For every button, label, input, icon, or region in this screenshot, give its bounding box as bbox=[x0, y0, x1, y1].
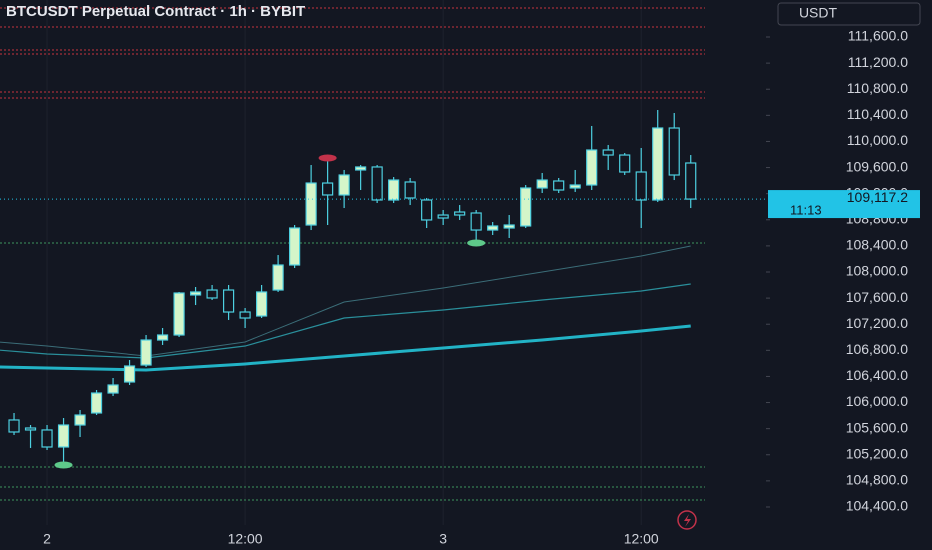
candle-body bbox=[90, 392, 103, 414]
candle-body bbox=[8, 419, 20, 433]
moving-average bbox=[0, 245, 691, 357]
x-tick-label: 12:00 bbox=[624, 531, 659, 547]
alert-circle[interactable] bbox=[677, 510, 697, 530]
y-tick-label: 108,000.0 bbox=[846, 263, 908, 279]
moving-average bbox=[0, 324, 691, 372]
currency-button[interactable] bbox=[777, 2, 921, 26]
candle-body bbox=[619, 154, 631, 173]
candle-body bbox=[569, 184, 581, 189]
pivot-marker bbox=[318, 154, 337, 162]
candle-body bbox=[206, 289, 218, 299]
pivot-marker bbox=[467, 239, 486, 247]
levels-layer bbox=[0, 7, 705, 501]
y-tick-label: 104,400.0 bbox=[846, 498, 908, 514]
candle-body bbox=[602, 149, 614, 156]
candle-body bbox=[685, 162, 697, 200]
moving-average bbox=[0, 283, 691, 359]
candle-body bbox=[635, 171, 647, 201]
candle-body bbox=[586, 149, 598, 186]
y-tick-label: 110,000.0 bbox=[847, 132, 908, 148]
candle-body bbox=[536, 179, 548, 189]
candle-body bbox=[503, 224, 515, 229]
candle-body bbox=[437, 214, 449, 219]
y-tick-label: 105,200.0 bbox=[846, 445, 908, 461]
y-tick-label: 111,600.0 bbox=[848, 28, 908, 44]
y-tick-label: 109,600.0 bbox=[846, 158, 908, 174]
axis-layer: 104,400.0 104,800.0 105,200.0 105,600.0 106,… bbox=[43, 28, 920, 547]
ma-layer bbox=[0, 245, 691, 372]
candle-body bbox=[322, 182, 334, 196]
y-tick-label: 105,600.0 bbox=[846, 419, 908, 435]
x-tick-label: 2 bbox=[43, 531, 51, 547]
candle-body bbox=[156, 334, 169, 341]
alert-bolt[interactable] bbox=[684, 514, 691, 527]
candle-body bbox=[371, 166, 383, 201]
y-tick-label: 106,000.0 bbox=[846, 393, 908, 409]
y-tick-label: 107,600.0 bbox=[846, 289, 908, 305]
candle-body bbox=[57, 424, 70, 448]
chart-title: BTCUSDT Perpetual Contract · 1h · BYBIT bbox=[6, 3, 305, 20]
candle-body bbox=[404, 181, 416, 199]
candle-body bbox=[189, 291, 202, 296]
candle-body bbox=[41, 429, 53, 448]
overlay-layer bbox=[0, 154, 765, 469]
candles-layer bbox=[8, 109, 697, 466]
last-price-label: 109,117.2 bbox=[847, 189, 908, 205]
candle-body bbox=[256, 291, 268, 317]
candle-body bbox=[272, 264, 284, 291]
pivot-marker bbox=[54, 461, 73, 469]
candle-body bbox=[173, 292, 185, 336]
x-tick-label: 12:00 bbox=[228, 531, 263, 547]
candle-body bbox=[454, 211, 466, 216]
candle-body bbox=[355, 166, 367, 171]
y-tick-label: 108,400.0 bbox=[846, 237, 908, 253]
candle-body bbox=[140, 339, 152, 366]
y-tick-label: 104,800.0 bbox=[846, 472, 908, 488]
candle-body bbox=[239, 311, 251, 319]
candle-body bbox=[338, 174, 350, 196]
candle-body bbox=[652, 127, 664, 201]
candle-body bbox=[305, 182, 317, 226]
alert-icon[interactable] bbox=[677, 510, 697, 530]
candle-body bbox=[107, 384, 119, 394]
currency-label[interactable]: USDT bbox=[799, 5, 838, 21]
candle-body bbox=[222, 289, 235, 313]
candle-body bbox=[553, 180, 565, 191]
x-tick-label: 3 bbox=[439, 531, 447, 547]
candle-body bbox=[388, 179, 400, 201]
candle-body bbox=[421, 199, 433, 221]
candle-body bbox=[74, 414, 86, 426]
y-tick-label: 106,800.0 bbox=[846, 341, 908, 357]
y-tick-label: 110,800.0 bbox=[847, 80, 908, 96]
y-tick-label: 106,400.0 bbox=[846, 367, 908, 383]
candle-body bbox=[668, 127, 680, 176]
candle-body bbox=[289, 227, 301, 266]
candle-body bbox=[24, 427, 37, 431]
y-tick-label: 111,200.0 bbox=[848, 54, 908, 70]
candle-body bbox=[520, 187, 532, 227]
candle-body bbox=[123, 365, 136, 383]
candle-body bbox=[487, 225, 499, 231]
y-tick-label: 107,200.0 bbox=[846, 315, 908, 331]
last-price-tag bbox=[768, 190, 920, 219]
countdown-label: 11:13 bbox=[790, 203, 822, 218]
candle-body bbox=[470, 212, 482, 231]
y-tick-label: 110,400.0 bbox=[847, 106, 908, 122]
